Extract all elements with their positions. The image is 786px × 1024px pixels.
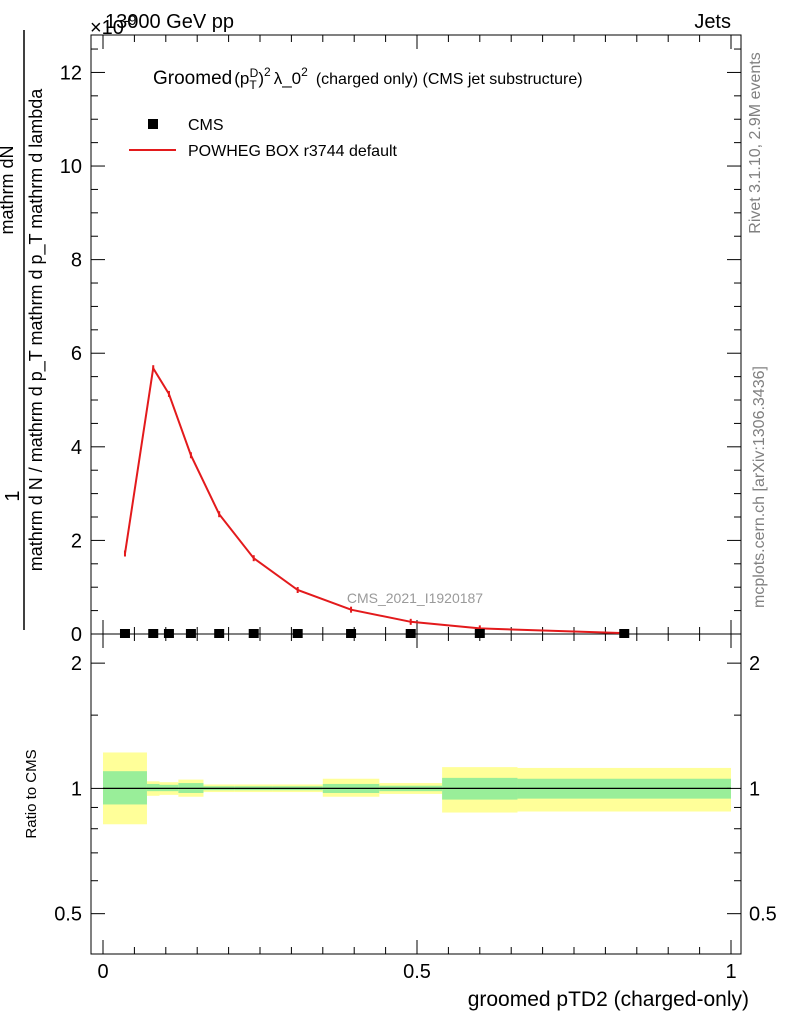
header-left: 13000 GeV pp [105, 11, 234, 33]
main-y-tick-label: 4 [71, 437, 82, 459]
cms-data-point [148, 629, 159, 638]
legend-powheg-label: POWHEG BOX r3744 default [188, 143, 398, 160]
cms-data-point [619, 629, 630, 638]
cms-data-point [185, 629, 196, 638]
cms-data-point [346, 629, 357, 638]
header-right: Jets [694, 11, 731, 33]
main-y-tick-label: 8 [71, 250, 82, 272]
ratio-plot-frame [90, 633, 742, 955]
legend-cms-label: CMS [188, 117, 224, 134]
main-y-tick-label: 0 [71, 624, 82, 646]
ratio-y-tick-label: 2 [71, 653, 82, 675]
main-axis-ticks: 0 2 4 6 8 10 12 [60, 35, 741, 646]
x-tick-label: 1 [725, 961, 736, 983]
x-tick-label: 0 [97, 961, 108, 983]
main-y-tick-label: 12 [60, 62, 82, 84]
cms-data-point [292, 629, 303, 638]
cms-data-point [405, 629, 416, 638]
cms-data-point [119, 629, 130, 638]
cms-data-point [163, 629, 174, 638]
ratio-band-inner [146, 783, 160, 792]
y-exponent: ×10-9 [90, 12, 137, 39]
main-series-layer [119, 365, 630, 638]
cms-data-point [248, 629, 259, 638]
y-exponent-base: ×10 [90, 17, 124, 39]
ylabel-one: 1 [2, 490, 24, 501]
ylabel-numerator: mathrm dN [0, 145, 17, 234]
cms-data-point [474, 629, 485, 638]
x-tick-label: 0.5 [403, 961, 431, 983]
ratio-y-tick-label-right: 0.5 [749, 904, 777, 926]
main-y-axis-label: 1 mathrm dN mathrm d N / mathrm d p_T ma… [0, 30, 47, 630]
ratio-y-tick-label-right: 1 [749, 778, 760, 800]
main-y-tick-label: 6 [71, 343, 82, 365]
main-y-tick-label: 10 [60, 156, 82, 178]
ratio-bands-layer [103, 752, 731, 825]
ratio-y-tick-label-right: 2 [749, 653, 760, 675]
x-axis-label: groomed pTD2 (charged-only) [468, 988, 749, 1011]
plot-title-word: Groomed [153, 68, 232, 89]
ratio-y-tick-label: 0.5 [54, 904, 82, 926]
ratio-axis-ticks: 0.5 0.5 1 1 2 2 0 0.5 1 [54, 634, 777, 983]
ylabel-denominator: mathrm d N / mathrm d p_T mathrm d p_T m… [26, 88, 47, 571]
rivet-label: Rivet 3.1.10, 2.9M events [747, 52, 764, 233]
cms-data-point [214, 629, 225, 638]
mcplots-label: mcplots.cern.ch [arXiv:1306.3436] [751, 366, 768, 608]
main-y-tick-label: 2 [71, 530, 82, 552]
legend-cms-marker [148, 119, 158, 129]
plot-title: Groomed (pTD)2 λ_02 (charged only) (CMS jet… [153, 65, 583, 92]
analysis-watermark: CMS_2021_I1920187 [347, 590, 483, 606]
ratio-y-tick-label: 1 [71, 778, 82, 800]
y-exponent-power: -9 [124, 12, 137, 28]
ratio-y-axis-label: Ratio to CMS [23, 749, 40, 838]
